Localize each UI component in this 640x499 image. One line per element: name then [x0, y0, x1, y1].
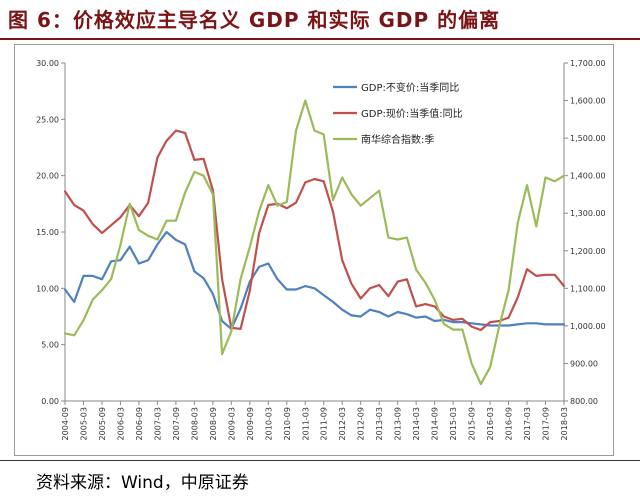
x-tick-label: 2016-03	[486, 407, 495, 440]
x-tick-label: 2008-03	[190, 407, 199, 440]
y-left-tick-label: 0.00	[41, 397, 59, 406]
y-right-tick-label: 1,700.00	[570, 59, 606, 68]
x-tick-label: 2014-03	[412, 407, 421, 440]
y-right-tick-label: 800.00	[570, 397, 598, 406]
x-tick-label: 2018-03	[560, 407, 569, 440]
x-tick-label: 2010-03	[264, 407, 273, 440]
y-right-tick-label: 1,600.00	[570, 97, 606, 106]
x-tick-label: 2015-09	[468, 407, 477, 440]
x-tick-label: 2012-03	[338, 407, 347, 440]
legend-label: GDP:不变价:当季同比	[361, 81, 459, 94]
x-tick-label: 2004-09	[61, 407, 70, 440]
legend-label: 南华综合指数:季	[361, 133, 434, 146]
y-left-tick-label: 5.00	[41, 341, 59, 350]
y-right-tick-label: 1,500.00	[570, 134, 606, 143]
x-tick-label: 2007-03	[153, 407, 162, 440]
x-tick-label: 2009-03	[227, 407, 236, 440]
title-divider	[0, 38, 640, 40]
x-tick-label: 2006-03	[116, 407, 125, 440]
series-line-0	[63, 230, 566, 330]
y-left-tick-label: 30.00	[36, 59, 59, 68]
chart-frame: 0.00 5.00 10.00 15.00 20.00 25.00 30.00 800.00 9…	[14, 44, 614, 456]
x-tick-label: 2005-03	[79, 407, 88, 440]
page-title: 图 6：价格效应主导名义 GDP 和实际 GDP 的偏离	[8, 8, 501, 32]
series-line-2	[63, 99, 566, 386]
x-tick-label: 2017-09	[542, 407, 551, 440]
x-tick-label: 2013-03	[375, 407, 384, 440]
x-tick-label: 2011-09	[320, 407, 329, 440]
y-right-tick-label: 1,400.00	[570, 172, 606, 181]
x-tick-label: 2012-09	[357, 407, 366, 440]
source-note: 资料来源：Wind，中原证券	[36, 473, 249, 493]
x-tick-label: 2016-09	[505, 407, 514, 440]
x-tick-label: 2010-09	[283, 407, 292, 440]
series-layer	[63, 99, 566, 386]
y-right-tick-label: 1,300.00	[570, 209, 606, 218]
x-tick-label: 2008-09	[209, 407, 218, 440]
y-right-tick-label: 1,000.00	[570, 322, 606, 331]
legend-label: GDP:现价:当季值:同比	[361, 107, 463, 120]
footer-divider	[0, 460, 640, 461]
x-tick-label: 2005-09	[98, 407, 107, 440]
x-tick-label: 2014-09	[431, 407, 440, 440]
x-tick-label: 2011-03	[301, 407, 310, 440]
y-left-tick-label: 20.00	[36, 172, 59, 181]
x-tick-label: 2007-09	[172, 407, 181, 440]
y-left-tick-label: 10.00	[36, 284, 59, 293]
x-tick-label: 2017-03	[523, 407, 532, 440]
x-tick-label: 2013-09	[394, 407, 403, 440]
x-tick-label: 2009-09	[246, 407, 255, 440]
y-right-tick-label: 1,200.00	[570, 247, 606, 256]
y-right-tick-label: 900.00	[570, 359, 598, 368]
series-line-1	[63, 129, 566, 332]
x-tick-label: 2015-03	[449, 407, 458, 440]
line-chart: 0.00 5.00 10.00 15.00 20.00 25.00 30.00 800.00 9…	[36, 59, 606, 440]
y-left-tick-label: 15.00	[36, 228, 59, 237]
x-tick-label: 2006-09	[135, 407, 144, 440]
y-left-tick-label: 25.00	[36, 115, 59, 124]
axes-layer: 0.00 5.00 10.00 15.00 20.00 25.00 30.00 800.00 9…	[36, 59, 606, 440]
y-right-tick-label: 1,100.00	[570, 284, 606, 293]
